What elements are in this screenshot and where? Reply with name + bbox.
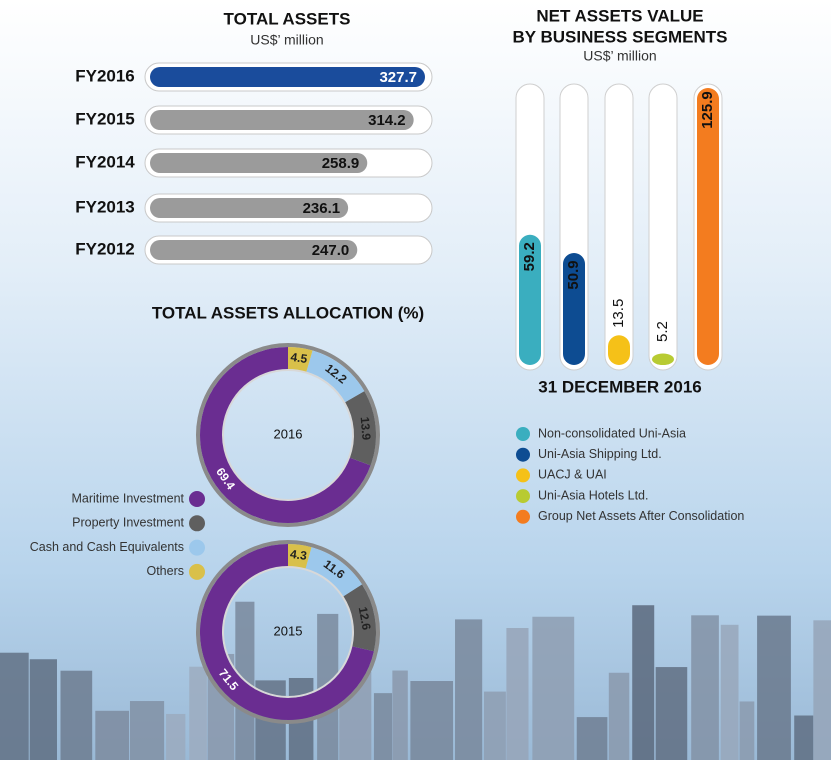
bar <box>652 353 674 365</box>
value-label: 4.5 <box>290 350 309 366</box>
legend-marker <box>516 509 530 524</box>
bar-track <box>604 83 634 371</box>
value-label: 314.2 <box>368 112 406 129</box>
value-label: 4.3 <box>289 547 308 563</box>
legend-marker <box>189 563 205 580</box>
legend-label: Group Net Assets After Consolidation <box>538 509 744 523</box>
legend-label: Cash and Cash Equivalents <box>30 540 184 554</box>
donut-segment <box>200 347 371 523</box>
building <box>739 701 755 760</box>
building <box>455 619 483 760</box>
value-label: 258.9 <box>322 155 360 172</box>
building <box>632 605 655 760</box>
building <box>373 693 393 760</box>
donut-segment <box>343 584 376 652</box>
category-label: FY2016 <box>75 66 135 85</box>
building <box>0 652 29 760</box>
bar <box>150 240 358 260</box>
value-label: 247.0 <box>312 242 350 259</box>
chart-subtitle: US$’ million <box>583 48 656 64</box>
building <box>608 672 630 760</box>
value-label: 59.2 <box>521 242 538 271</box>
bar <box>608 335 630 365</box>
building <box>576 717 608 760</box>
bar <box>150 67 425 87</box>
building <box>794 715 814 760</box>
value-label: 13.5 <box>610 299 627 328</box>
bar <box>150 153 368 173</box>
bar <box>563 253 585 365</box>
category-label: FY2013 <box>75 197 135 216</box>
value-label: 12.6 <box>356 606 374 632</box>
bar <box>519 234 541 365</box>
category-label: FY2012 <box>75 239 135 258</box>
building <box>189 666 207 760</box>
donut-center-label: 2015 <box>274 623 303 638</box>
chart-title: BY BUSINESS SEGMENTS <box>512 27 727 46</box>
donut-segment <box>305 547 363 597</box>
legend-label: Uni-Asia Hotels Ltd. <box>538 488 648 502</box>
bar <box>150 110 414 130</box>
building <box>95 710 130 760</box>
building <box>129 701 165 760</box>
chart-title: TOTAL ASSETS ALLOCATION (%) <box>152 303 424 322</box>
building <box>691 615 719 760</box>
donut-hole <box>222 369 354 501</box>
category-label: FY2014 <box>75 152 135 171</box>
legend-label: Maritime Investment <box>71 491 184 505</box>
building <box>392 670 408 760</box>
donut-frame <box>196 540 380 724</box>
legend-marker <box>189 515 205 532</box>
legend-marker <box>516 468 530 483</box>
x-axis-label: 31 DECEMBER 2016 <box>538 377 701 396</box>
building <box>813 620 831 760</box>
value-label: 125.9 <box>699 91 716 129</box>
building <box>483 691 506 760</box>
value-label: 13.9 <box>358 416 374 441</box>
value-label: 5.2 <box>654 321 671 342</box>
donut-segment <box>287 347 313 372</box>
legend-marker <box>516 489 530 504</box>
donut-center-label: 2016 <box>274 426 303 441</box>
donut-frame <box>196 343 380 527</box>
legend-label: Property Investment <box>72 516 184 530</box>
legend-marker <box>189 539 205 556</box>
bar <box>697 88 719 365</box>
legend-marker <box>189 491 205 507</box>
donut-segment <box>200 544 374 720</box>
legend-label: UACJ & UAI <box>538 468 607 482</box>
bar <box>150 198 349 218</box>
building <box>60 670 93 760</box>
value-label: 236.1 <box>303 200 341 217</box>
donut-hole <box>222 566 354 698</box>
category-label: FY2015 <box>75 109 135 128</box>
building <box>166 713 186 760</box>
chart-title: NET ASSETS VALUE <box>536 6 703 25</box>
building <box>410 681 454 760</box>
bar-track <box>648 83 678 371</box>
legend-marker <box>516 427 530 441</box>
donut-segment <box>345 391 376 466</box>
legend-label: Others <box>146 564 184 578</box>
building <box>757 615 791 760</box>
value-label: 50.9 <box>565 260 582 289</box>
building <box>506 628 529 760</box>
chart-title: TOTAL ASSETS <box>224 9 351 28</box>
chart-subtitle: US$’ million <box>250 32 323 48</box>
building <box>655 667 688 760</box>
donut-segment <box>287 544 312 569</box>
legend-marker <box>516 447 530 462</box>
value-label: 327.7 <box>379 69 417 86</box>
building <box>720 624 739 760</box>
building <box>532 616 575 760</box>
donut-segment <box>306 350 365 403</box>
legend-label: Uni-Asia Shipping Ltd. <box>538 447 662 461</box>
legend-label: Non-consolidated Uni-Asia <box>538 426 686 440</box>
building <box>29 659 57 760</box>
